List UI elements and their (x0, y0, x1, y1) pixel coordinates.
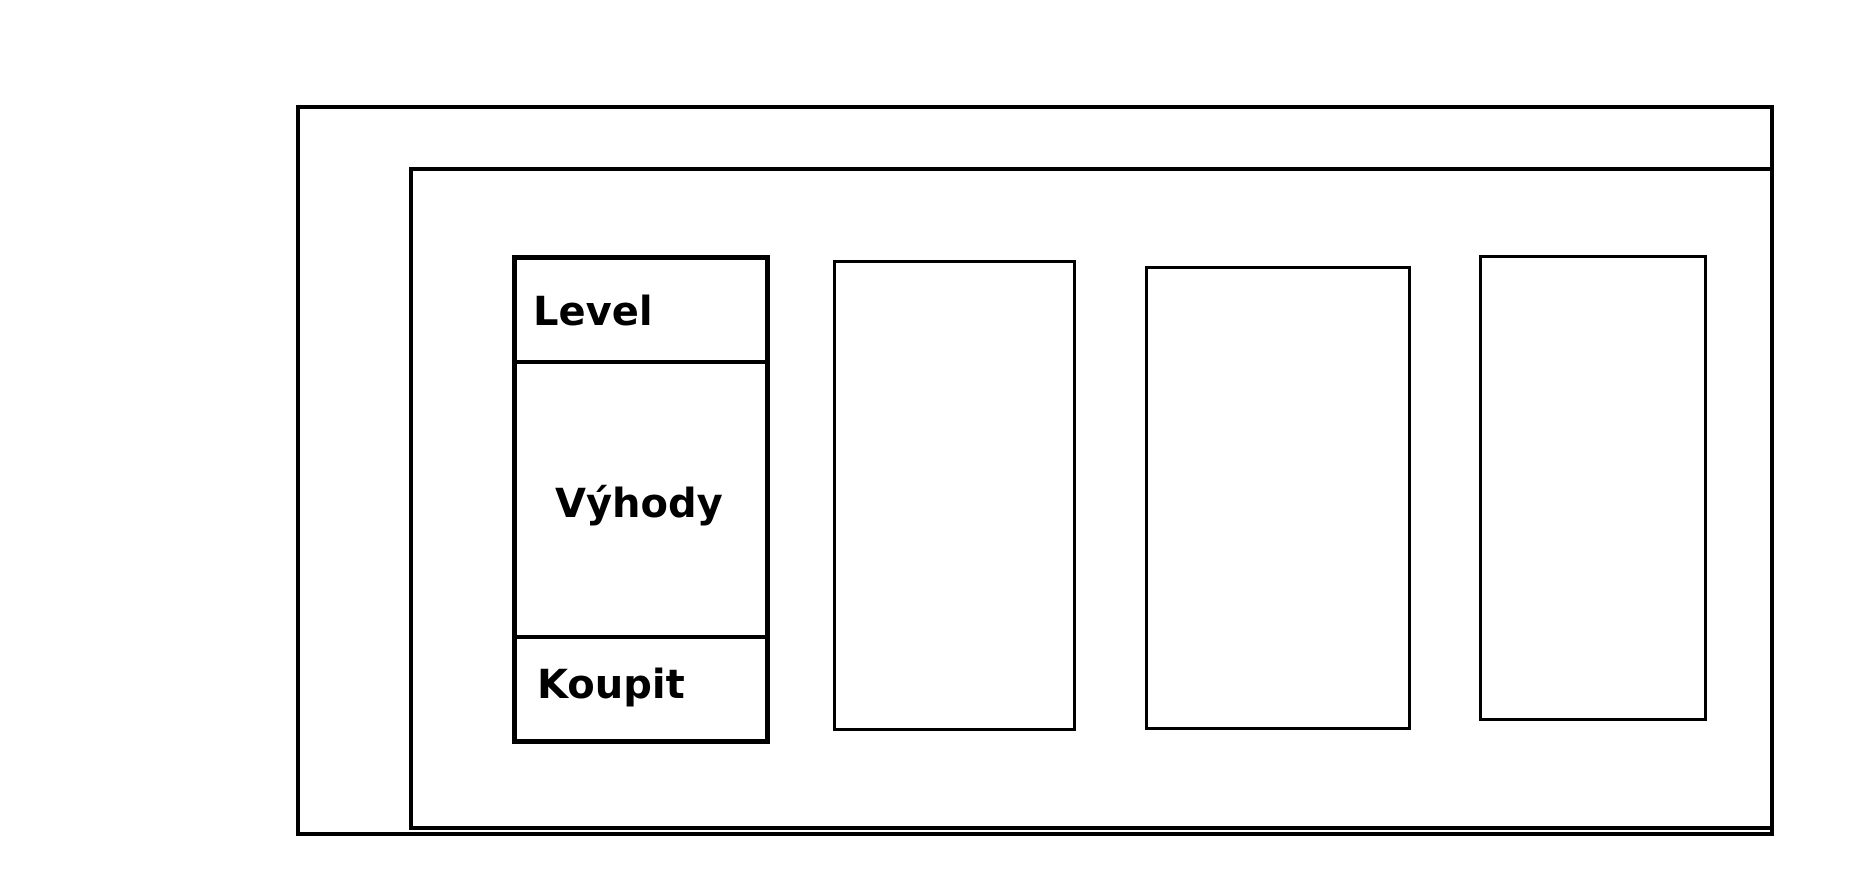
card-benefits-label: Výhody (555, 481, 723, 527)
membership-card-3 (1145, 266, 1411, 730)
membership-card-2 (833, 260, 1076, 731)
card-buy-button[interactable]: Koupit (517, 639, 765, 739)
membership-card-4 (1479, 255, 1707, 721)
card-benefits-section: Výhody (517, 364, 765, 639)
card-level-label: Level (533, 289, 653, 335)
card-level-section: Level (517, 260, 765, 364)
card-buy-label: Koupit (537, 662, 685, 708)
membership-card-1: Level Výhody Koupit (512, 255, 770, 744)
